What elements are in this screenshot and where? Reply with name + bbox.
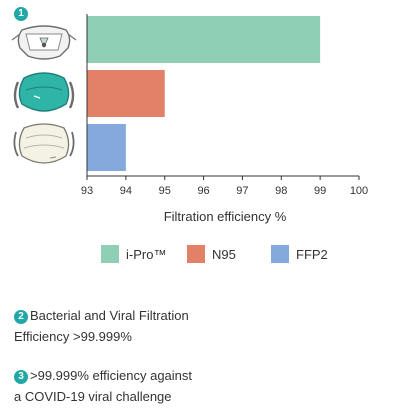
x-axis-title: Filtration efficiency % bbox=[163, 209, 287, 224]
number-badge-3: 3 bbox=[14, 370, 28, 384]
note-covid: 3 >99.999% efficiency against a COVID-19 … bbox=[14, 365, 192, 407]
bar-chart: 93 94 95 96 97 98 99 100 bbox=[81, 14, 368, 197]
x-tick-label: 98 bbox=[275, 185, 287, 197]
legend-label-n95: N95 bbox=[212, 246, 236, 262]
ffp2-mask-icon bbox=[13, 123, 75, 164]
note-bacterial-viral: 2 Bacterial and Viral Filtration Efficien… bbox=[14, 305, 189, 347]
legend-swatch-n95 bbox=[187, 245, 205, 263]
note-3-line-1: >99.999% efficiency against bbox=[30, 368, 193, 383]
legend-label-ffp2: FFP2 bbox=[296, 246, 328, 262]
x-tick-label: 99 bbox=[314, 185, 326, 197]
legend-label-i-pro: i-Pro™ bbox=[126, 246, 167, 262]
bar-2 bbox=[87, 70, 165, 117]
note-3-line-2: a COVID-19 viral challenge bbox=[14, 389, 172, 404]
x-tick-label: 93 bbox=[81, 185, 93, 197]
legend-swatch-ffp2 bbox=[271, 245, 289, 263]
x-tick-label: 95 bbox=[159, 185, 171, 197]
mask-illustrations bbox=[11, 25, 77, 164]
bar-1 bbox=[87, 16, 321, 63]
legend-item-n95: N95 bbox=[187, 245, 236, 263]
note-2-line-1: Bacterial and Viral Filtration bbox=[30, 308, 189, 323]
x-tick-label: 100 bbox=[350, 185, 368, 197]
number-badge-1: 1 bbox=[14, 7, 28, 21]
i-pro-mask-icon bbox=[11, 25, 77, 60]
x-tick-label: 97 bbox=[236, 185, 248, 197]
x-tick-label: 96 bbox=[197, 185, 209, 197]
legend-item-i-pro: i-Pro™ bbox=[101, 245, 166, 263]
note-2-line-2: Efficiency >99.999% bbox=[14, 329, 132, 344]
x-tick-label: 94 bbox=[120, 185, 132, 197]
legend-swatch-i-pro bbox=[101, 245, 119, 263]
number-badge-2: 2 bbox=[14, 310, 28, 324]
chart-legend: i-Pro™ N95 FFP2 bbox=[0, 245, 403, 267]
legend-item-ffp2: FFP2 bbox=[271, 245, 328, 263]
bar-3 bbox=[87, 124, 126, 171]
n95-mask-icon bbox=[13, 72, 75, 112]
